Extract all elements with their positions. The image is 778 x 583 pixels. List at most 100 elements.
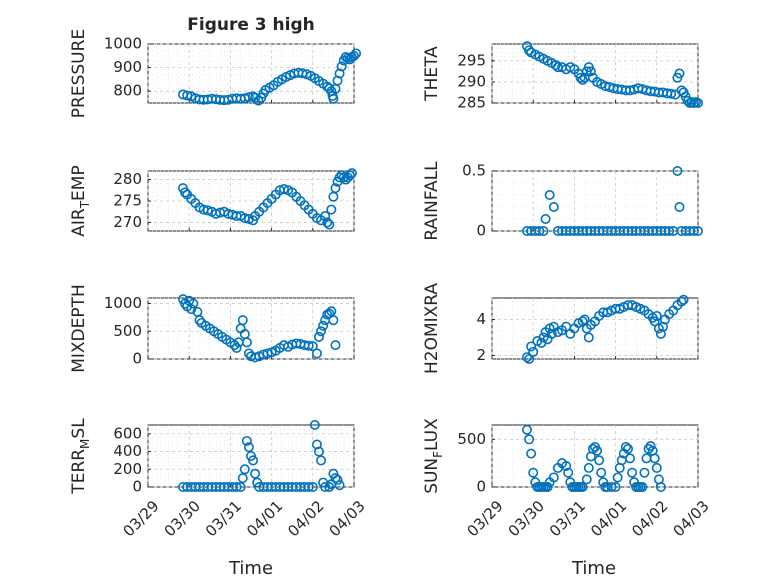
data-point: [313, 331, 324, 342]
x-tick-label: 03/31: [546, 497, 589, 540]
data-point: [241, 337, 252, 348]
data-point: [594, 455, 605, 466]
y-tick-label: 0: [476, 222, 486, 240]
x-axis-label-left: Time: [228, 558, 273, 579]
data-point: [524, 353, 535, 364]
subplot-air_temp: 270 275 280 AIRTEMP: [69, 165, 357, 237]
data-point: [243, 442, 254, 453]
data-point: [548, 202, 559, 213]
data-point: [243, 92, 254, 103]
data-point: [318, 320, 329, 331]
x-tick-label: 04/02: [628, 497, 671, 540]
plot-area: [491, 170, 699, 232]
data-point: [309, 419, 320, 430]
data-point: [334, 480, 345, 491]
y-tick-label: 275: [113, 192, 142, 210]
data-point: [231, 342, 242, 353]
data-point: [526, 341, 537, 352]
y-tick-label: 500: [113, 322, 142, 340]
data-point: [320, 211, 331, 222]
data-point: [334, 68, 345, 79]
data-point: [664, 226, 675, 237]
data-point: [577, 316, 588, 327]
data-series: [522, 424, 666, 492]
x-tick-label: 04/03: [669, 497, 712, 540]
data-point: [303, 340, 314, 351]
data-point: [612, 472, 623, 483]
data-point: [351, 48, 362, 59]
data-point: [534, 226, 545, 237]
data-point: [311, 439, 322, 450]
data-point: [330, 340, 341, 351]
data-point: [188, 298, 199, 309]
data-point: [672, 166, 683, 177]
data-point: [324, 219, 335, 230]
data-point: [522, 424, 533, 435]
data-point: [666, 88, 677, 99]
data-point: [583, 332, 594, 343]
data-point: [332, 474, 343, 485]
data-point: [278, 184, 289, 195]
y-tick-label: 285: [457, 94, 486, 112]
y-tick-label: 270: [113, 213, 142, 231]
x-axis-label-right: Time: [571, 558, 616, 579]
data-point: [577, 74, 588, 85]
data-point: [324, 481, 335, 492]
y-tick-label: 1000: [104, 35, 142, 53]
y-axis-label: THETA: [422, 46, 442, 102]
y-tick-label: 290: [457, 72, 486, 90]
data-point: [538, 226, 549, 237]
data-point: [202, 205, 213, 216]
data-series: [522, 294, 689, 364]
data-point: [606, 481, 617, 492]
y-axis-label: PRESSURE: [69, 29, 89, 118]
data-point: [346, 168, 357, 179]
data-point: [528, 346, 539, 357]
y-tick-label: 2: [476, 346, 486, 364]
data-point: [250, 468, 261, 479]
data-point: [649, 316, 660, 327]
data-point: [328, 315, 339, 326]
data-point: [330, 183, 341, 194]
data-series: [522, 166, 703, 237]
data-point: [180, 187, 191, 198]
data-series: [178, 294, 341, 363]
data-point: [528, 467, 539, 478]
data-point: [674, 202, 685, 213]
data-point: [241, 435, 252, 446]
data-series: [178, 168, 357, 230]
y-tick-label: 0: [132, 478, 142, 496]
data-point: [692, 226, 703, 237]
y-axis-label: H2OMIXRA: [422, 283, 442, 374]
data-point: [596, 467, 607, 478]
data-point: [645, 440, 656, 451]
data-point: [313, 446, 324, 457]
data-point: [692, 98, 703, 109]
data-point: [688, 226, 699, 237]
data-point: [581, 474, 592, 485]
data-point: [625, 453, 636, 464]
data-point: [322, 217, 333, 228]
data-point: [678, 294, 689, 305]
data-point: [338, 172, 349, 183]
data-point: [235, 481, 246, 492]
data-point: [563, 467, 574, 478]
y-axis-label: MIXDEPTH: [69, 284, 89, 373]
data-point: [311, 348, 322, 359]
data-point: [307, 481, 318, 492]
x-tick-label: 03/29: [119, 497, 162, 540]
x-tick-label: 04/01: [587, 497, 630, 540]
subplot-pressure: 800 900 1000 PRESSURE: [69, 29, 362, 118]
data-point: [548, 472, 559, 483]
y-tick-label: 500: [457, 430, 486, 448]
y-tick-label: 295: [457, 51, 486, 69]
data-point: [542, 481, 553, 492]
data-point: [307, 341, 318, 352]
x-tick-label: 04/02: [284, 497, 327, 540]
data-point: [524, 434, 535, 445]
data-point: [622, 443, 633, 454]
data-point: [348, 50, 359, 61]
data-point: [620, 441, 631, 452]
